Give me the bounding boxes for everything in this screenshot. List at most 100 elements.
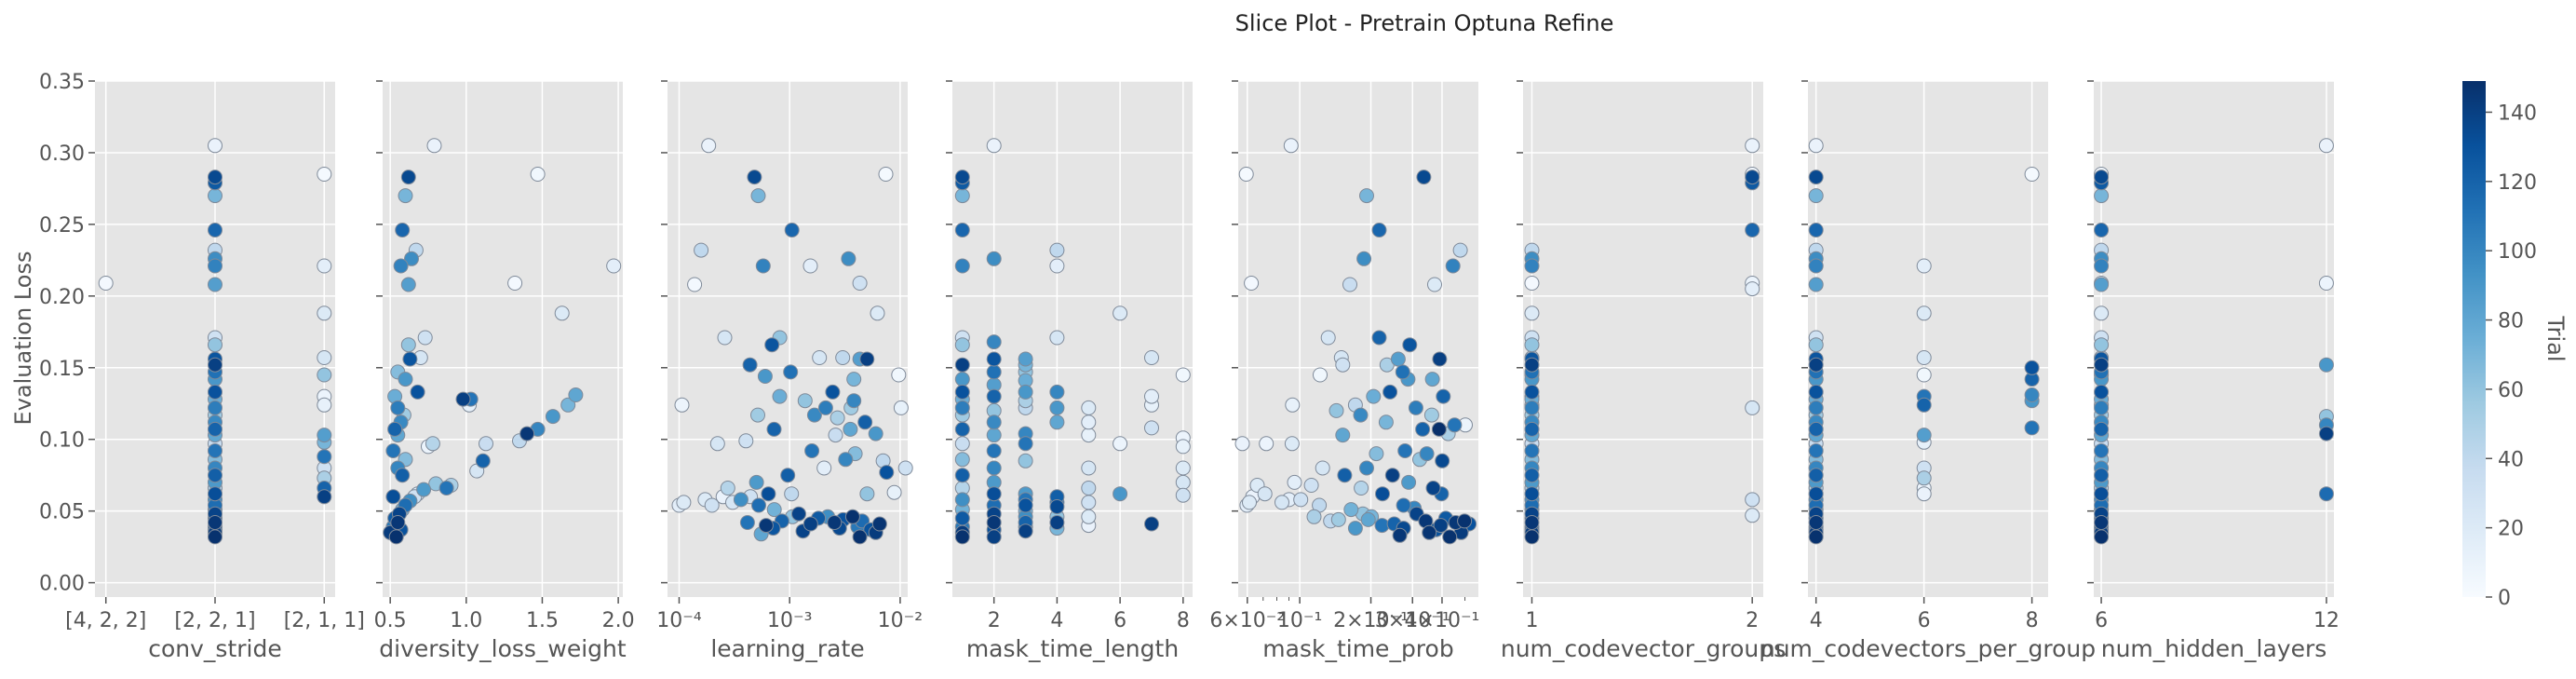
data-point: [2094, 400, 2110, 415]
data-point: [1285, 397, 1301, 413]
x-tick-label: 10⁻³: [767, 609, 812, 632]
data-point: [816, 460, 832, 476]
data-point: [1808, 515, 1824, 530]
data-point: [1360, 511, 1376, 527]
data-point: [208, 529, 223, 545]
data-point: [1335, 357, 1351, 373]
data-point: [852, 529, 868, 545]
data-point: [2024, 167, 2040, 182]
data-point: [739, 515, 755, 530]
data-point: [954, 452, 970, 468]
data-point: [806, 407, 822, 423]
data-point: [1359, 460, 1374, 476]
data-point: [772, 388, 788, 404]
colorbar-tick-label: 120: [2498, 171, 2537, 195]
data-point: [1447, 417, 1463, 433]
data-point: [1113, 486, 1128, 502]
data-point: [2094, 223, 2110, 238]
colorbar-gradient: [2462, 81, 2486, 597]
x-tick-label: 10⁻⁴: [656, 609, 702, 632]
data-point: [560, 397, 576, 413]
data-point: [954, 337, 970, 353]
data-point: [1283, 138, 1299, 154]
colorbar-tick-label: 80: [2498, 310, 2524, 333]
data-point: [825, 384, 841, 400]
data-point: [507, 276, 523, 291]
data-point: [1113, 436, 1128, 452]
data-point: [1808, 223, 1824, 238]
x-tick-label: 2.0: [602, 609, 635, 632]
data-point: [1320, 330, 1336, 346]
data-point: [2318, 426, 2334, 441]
data-point: [98, 276, 114, 291]
colorbar-tick-label: 100: [2498, 240, 2537, 264]
x-tick-label: 4×10⁻¹: [1405, 609, 1480, 632]
data-point: [317, 306, 332, 321]
data-point: [1081, 400, 1097, 415]
data-point: [1287, 474, 1302, 490]
data-point: [208, 384, 223, 400]
data-point: [1402, 337, 1418, 353]
data-point: [954, 372, 970, 387]
data-point: [804, 443, 820, 458]
chart-title: Slice Plot - Pretrain Optuna Refine: [1235, 10, 1614, 36]
data-point: [1416, 170, 1432, 185]
data-point: [986, 351, 1002, 367]
data-point: [317, 167, 332, 182]
data-point: [1427, 277, 1442, 292]
data-point: [1342, 277, 1357, 292]
data-point: [1916, 350, 1932, 365]
colorbar-tick-label: 0: [2498, 587, 2511, 610]
data-point: [2094, 384, 2110, 400]
data-point: [1343, 502, 1359, 518]
y-tick-label: 0.00: [39, 573, 85, 596]
data-point: [568, 387, 584, 402]
data-point: [1745, 170, 1760, 185]
data-point: [891, 367, 907, 383]
data-point: [1442, 529, 1458, 545]
data-point: [986, 428, 1002, 443]
data-point: [1049, 242, 1065, 258]
data-point: [1293, 492, 1309, 508]
data-point: [1018, 351, 1033, 367]
data-point: [1415, 421, 1431, 437]
y-tick-label: 0.35: [39, 71, 85, 94]
data-point: [1175, 487, 1191, 503]
y-tick-label: 0.20: [39, 286, 85, 309]
data-point: [417, 330, 433, 346]
data-point: [1081, 428, 1097, 443]
colorbar-tick-label: 40: [2498, 448, 2524, 471]
data-point: [1524, 384, 1540, 400]
x-tick-label: 6: [1918, 609, 1931, 632]
x-tick-label: 1.0: [450, 609, 482, 632]
data-point: [1916, 306, 1932, 321]
data-point: [870, 306, 885, 321]
y-tick-label: 0.25: [39, 214, 85, 238]
data-point: [1049, 384, 1065, 400]
data-point: [1390, 351, 1406, 367]
data-point: [1353, 407, 1369, 423]
data-point: [1397, 443, 1413, 458]
data-point: [1423, 407, 1439, 423]
data-point: [1745, 281, 1760, 297]
data-point: [742, 357, 758, 373]
data-point: [1432, 351, 1448, 367]
data-point: [954, 421, 970, 437]
data-point: [1452, 242, 1468, 258]
data-point: [208, 138, 223, 154]
x-tick-label: [2, 2, 1]: [174, 609, 255, 632]
data-point: [954, 223, 970, 238]
data-point: [986, 364, 1002, 380]
data-point: [1524, 276, 1540, 291]
data-point: [766, 421, 782, 437]
data-point: [1049, 400, 1065, 415]
data-point: [519, 426, 535, 441]
data-point: [317, 350, 332, 365]
data-point: [2094, 188, 2110, 204]
data-point: [986, 334, 1002, 350]
data-point: [1419, 446, 1435, 462]
x-tick-label: 2: [1746, 609, 1759, 632]
data-point: [426, 138, 442, 154]
data-point: [1244, 276, 1260, 291]
data-point: [954, 258, 970, 274]
